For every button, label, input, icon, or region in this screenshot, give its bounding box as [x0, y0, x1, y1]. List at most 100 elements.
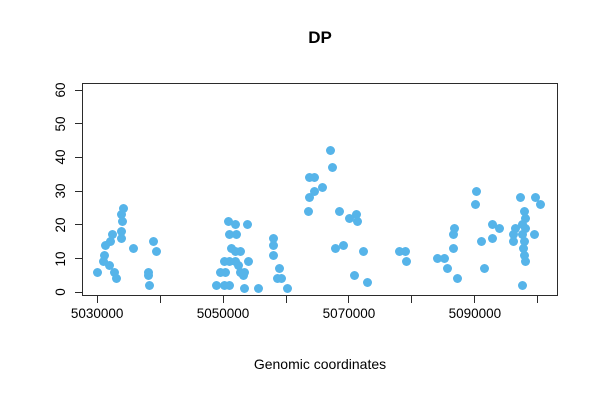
y-axis-tick-label: 60 [53, 82, 68, 98]
x-axis-tick [474, 296, 476, 303]
data-point [349, 270, 359, 280]
data-point [239, 270, 249, 280]
data-point [358, 247, 368, 257]
data-point [518, 230, 528, 240]
data-point [225, 257, 235, 267]
data-point [128, 243, 138, 253]
data-point [400, 247, 410, 257]
y-axis-tick [75, 156, 82, 158]
x-axis-tick-label: 5050000 [196, 306, 250, 321]
data-point [109, 267, 119, 277]
data-point [212, 281, 222, 291]
data-point [494, 223, 504, 233]
data-point [448, 230, 458, 240]
data-point [353, 217, 363, 227]
data-point [515, 193, 525, 203]
chart-title: DP [308, 28, 332, 47]
data-point [477, 237, 487, 247]
data-point [508, 237, 518, 247]
data-point [268, 250, 278, 260]
data-point [318, 183, 328, 193]
data-point [520, 237, 530, 247]
data-point [274, 264, 284, 274]
x-axis-tick-label: 5030000 [70, 306, 124, 321]
data-point [225, 230, 235, 240]
x-axis-tick [159, 296, 161, 303]
data-point [325, 146, 335, 156]
data-point [268, 233, 278, 243]
data-point [99, 250, 109, 260]
data-point [450, 223, 460, 233]
data-point [223, 217, 233, 227]
data-point [535, 200, 545, 210]
data-point [144, 270, 154, 280]
data-point [148, 237, 158, 247]
data-point [144, 281, 154, 291]
data-point [235, 247, 245, 257]
data-point [352, 210, 362, 220]
data-point [101, 240, 111, 250]
data-point [395, 247, 405, 257]
data-point [220, 281, 230, 291]
data-point [453, 274, 463, 284]
data-point [268, 240, 278, 250]
data-point [230, 247, 240, 257]
data-point [216, 267, 226, 277]
data-point [440, 254, 450, 264]
data-point [518, 243, 528, 253]
data-point [243, 257, 253, 267]
data-point [221, 267, 231, 277]
data-point [509, 230, 519, 240]
data-point [303, 206, 313, 216]
data-point [471, 186, 481, 196]
data-point [92, 267, 102, 277]
data-point [432, 254, 442, 264]
data-point [531, 193, 541, 203]
x-axis-tick [222, 296, 224, 303]
x-axis-tick [96, 296, 98, 303]
data-point [363, 277, 373, 287]
data-point [230, 220, 240, 230]
x-axis-tick [348, 296, 350, 303]
data-point [471, 200, 481, 210]
x-axis-tick [537, 296, 539, 303]
data-point [253, 284, 263, 294]
data-point [117, 227, 127, 237]
data-point [220, 257, 230, 267]
data-point [118, 217, 128, 227]
y-axis-tick [75, 190, 82, 192]
x-axis-tick [411, 296, 413, 303]
data-point [520, 206, 530, 216]
y-axis-tick [75, 258, 82, 260]
data-point [117, 210, 127, 220]
data-point [117, 233, 127, 243]
data-point [304, 173, 314, 183]
data-point [521, 213, 531, 223]
data-point [331, 243, 341, 253]
data-point [108, 230, 118, 240]
data-point [304, 193, 314, 203]
y-axis-tick [75, 291, 82, 293]
y-axis-tick [75, 123, 82, 125]
data-point [152, 247, 162, 257]
y-axis-tick-label: 30 [53, 183, 68, 199]
data-point [448, 243, 458, 253]
data-point [443, 264, 453, 274]
data-point [345, 213, 355, 223]
data-point [282, 284, 292, 294]
data-point [243, 220, 253, 230]
data-point [335, 206, 345, 216]
data-point [225, 281, 235, 291]
data-point [510, 223, 520, 233]
data-point [111, 274, 121, 284]
data-point [521, 257, 531, 267]
data-point [518, 281, 528, 291]
data-point [488, 220, 498, 230]
data-point [530, 230, 540, 240]
y-axis-tick [75, 89, 82, 91]
data-point [104, 260, 114, 270]
data-point [488, 233, 498, 243]
x-axis-tick-label: 5070000 [322, 306, 376, 321]
x-axis-tick [285, 296, 287, 303]
